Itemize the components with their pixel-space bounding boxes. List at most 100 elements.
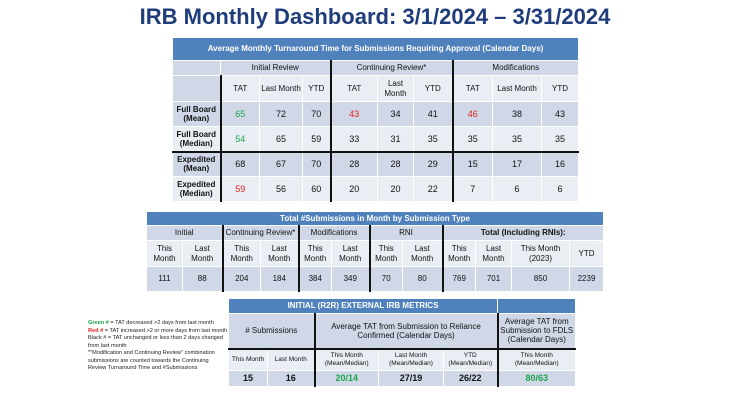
column-header: This Month bbox=[368, 240, 403, 267]
table-cell: 184 bbox=[260, 266, 299, 292]
column-header: Last Month bbox=[475, 240, 512, 267]
table-cell: 769 bbox=[441, 266, 476, 292]
table-cell: 28 bbox=[377, 150, 414, 177]
table-cell: 850 bbox=[511, 266, 570, 292]
table-cell: 56 bbox=[259, 176, 303, 202]
table-cell: 70 bbox=[302, 150, 331, 177]
column-header: Last Month bbox=[182, 240, 223, 267]
table-cell: 33 bbox=[329, 126, 378, 152]
submissions-table-title: Total #Submissions in Month by Submissio… bbox=[145, 211, 605, 226]
legend-green-key: Green # bbox=[88, 320, 109, 326]
group-header: Continuing Review* bbox=[221, 225, 299, 241]
group-header: RNI bbox=[368, 225, 443, 241]
column-header: This Month bbox=[297, 240, 332, 267]
legend-red-key: Red # bbox=[88, 327, 104, 334]
table-cell: 41 bbox=[413, 101, 453, 127]
column-header: Last Month bbox=[377, 75, 414, 102]
legend-red: Red # = TAT increased >2 or more days fr… bbox=[88, 328, 228, 336]
column-header: YTD (Mean/Median) bbox=[443, 347, 498, 371]
column-header: This Month (2023) bbox=[511, 240, 570, 267]
table-cell: 35 bbox=[413, 126, 453, 152]
column-header: Last Month (Mean/Median) bbox=[378, 347, 444, 371]
column-header: This Month bbox=[441, 240, 476, 267]
group-header: Modifications bbox=[297, 225, 370, 241]
table-cell: 6 bbox=[492, 176, 542, 202]
table-cell: 35 bbox=[451, 126, 493, 152]
table-cell: 54 bbox=[219, 126, 260, 152]
external-table-title-blank bbox=[497, 298, 576, 314]
column-header: Last Month bbox=[492, 75, 542, 102]
group-header: Modifications bbox=[451, 60, 580, 76]
table-cell: 35 bbox=[540, 126, 580, 152]
table-cell: 2239 bbox=[568, 266, 605, 292]
row-label: Expedited (Median) bbox=[172, 176, 221, 202]
table-cell: 46 bbox=[451, 101, 493, 127]
group-header: Average TAT from Submission to Reliance … bbox=[313, 313, 498, 349]
table-cell: 20 bbox=[329, 176, 378, 202]
table-cell: 349 bbox=[331, 266, 370, 292]
table-cell: 27/19 bbox=[378, 370, 444, 387]
table-cell: 80/63 bbox=[496, 370, 576, 387]
legend-green-text: = TAT decreased >2 days from last month bbox=[108, 320, 214, 326]
table-cell: 111 bbox=[146, 266, 183, 292]
column-header: YTD bbox=[413, 75, 453, 102]
external-irb-table: INITIAL (R2R) EXTERNAL IRB METRICS # Sub… bbox=[228, 298, 576, 387]
table-cell: 35 bbox=[492, 126, 542, 152]
table-cell: 6 bbox=[540, 176, 580, 202]
row-label: Full Board (Median) bbox=[172, 126, 221, 152]
legend: Green # = TAT decreased >2 days from las… bbox=[88, 320, 228, 373]
table-cell: 22 bbox=[413, 176, 453, 202]
table-cell: 59 bbox=[302, 126, 331, 152]
table-cell: 65 bbox=[259, 126, 303, 152]
column-header: Last Month bbox=[331, 240, 370, 267]
table-cell: 26/22 bbox=[443, 370, 498, 387]
table-cell: 68 bbox=[219, 150, 260, 177]
table-cell: 80 bbox=[402, 266, 443, 292]
group-header: Continuing Review* bbox=[329, 60, 453, 76]
table-cell: 43 bbox=[540, 101, 580, 127]
table-cell: 204 bbox=[221, 266, 261, 292]
column-header: Last Month bbox=[259, 75, 303, 102]
table-cell: 38 bbox=[492, 101, 542, 127]
table-cell: 15 bbox=[228, 370, 268, 387]
table-cell: 31 bbox=[377, 126, 414, 152]
table-cell: 34 bbox=[377, 101, 414, 127]
table-cell: 67 bbox=[259, 150, 303, 177]
row-label: Expedited (Mean) bbox=[172, 150, 221, 177]
table-cell: 7 bbox=[451, 176, 493, 202]
legend-green: Green # = TAT decreased >2 days from las… bbox=[88, 320, 228, 328]
group-header: # Submissions bbox=[228, 313, 315, 349]
submissions-table: Total #Submissions in Month by Submissio… bbox=[145, 211, 605, 292]
page-title: IRB Monthly Dashboard: 3/1/2024 – 3/31/2… bbox=[139, 4, 611, 29]
table-cell: 70 bbox=[302, 101, 331, 127]
column-header: TAT bbox=[219, 75, 260, 102]
group-header: Average TAT from Submission to FDLS (Cal… bbox=[496, 313, 576, 349]
legend-red-text: = TAT increased >2 or more days from las… bbox=[103, 327, 228, 334]
row-label: Full Board (Mean) bbox=[172, 101, 221, 127]
table-cell: 701 bbox=[475, 266, 512, 292]
column-header: TAT bbox=[329, 75, 378, 102]
column-header: This Month bbox=[146, 240, 183, 267]
table-cell: 60 bbox=[302, 176, 331, 202]
column-header: YTD bbox=[302, 75, 331, 102]
table-cell: 59 bbox=[219, 176, 260, 202]
group-header: Initial Review bbox=[220, 60, 331, 76]
legend-black: Black # = TAT unchanged or less than 2 d… bbox=[88, 335, 224, 349]
tat-table-title: Average Monthly Turnaround Time for Subm… bbox=[171, 37, 580, 61]
column-header: This Month bbox=[221, 240, 261, 267]
column-header: TAT bbox=[451, 75, 493, 102]
table-cell: 65 bbox=[219, 101, 260, 127]
column-header: Last Month bbox=[260, 240, 299, 267]
column-header: This Month bbox=[228, 347, 268, 371]
column-header: Last Month bbox=[267, 347, 315, 371]
table-cell: 43 bbox=[329, 101, 378, 127]
table-cell: 15 bbox=[451, 150, 493, 177]
corner-cell bbox=[172, 75, 221, 102]
column-header: Last Month bbox=[402, 240, 443, 267]
column-header: This Month (Mean/Median) bbox=[313, 347, 379, 371]
table-cell: 72 bbox=[259, 101, 303, 127]
legend-note: *"Modification and Continuing Review" co… bbox=[88, 350, 215, 372]
group-header: Total (Including RNIs): bbox=[441, 225, 605, 241]
external-table-title: INITIAL (R2R) EXTERNAL IRB METRICS bbox=[228, 298, 498, 314]
table-cell: 16 bbox=[540, 150, 580, 177]
